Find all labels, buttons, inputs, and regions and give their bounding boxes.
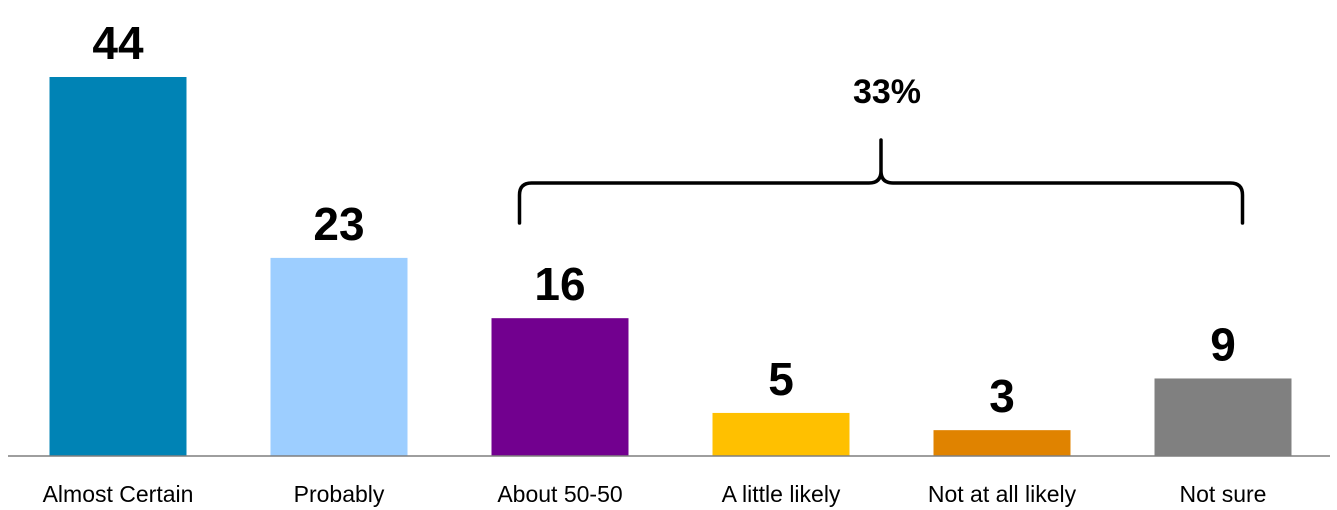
category-label: Probably (294, 481, 385, 507)
category-labels-group: Almost Certain Probably About 50-50 A littl… (43, 481, 1267, 507)
bar-not-at-all-likely (933, 430, 1071, 456)
bar-almost-certain (49, 77, 187, 456)
bar-about-50-50 (491, 318, 629, 456)
data-label: 16 (534, 258, 585, 310)
bars-group (49, 77, 1292, 456)
bracket-annotation (517, 138, 1245, 225)
data-label: 5 (768, 353, 794, 405)
category-label: Not sure (1180, 481, 1267, 507)
bar-not-sure (1154, 378, 1292, 456)
category-label: A little likely (722, 481, 841, 507)
category-label: Not at all likely (928, 481, 1077, 507)
bar-a-little-likely (712, 412, 850, 456)
category-label: About 50-50 (497, 481, 622, 507)
data-label: 9 (1210, 318, 1236, 370)
value-labels-group: 44 23 16 5 3 9 (92, 17, 1235, 422)
bracket-annotation-label: 33% (853, 73, 921, 111)
data-label: 23 (313, 198, 364, 250)
category-label: Almost Certain (43, 481, 194, 507)
data-label: 44 (92, 17, 144, 69)
data-label: 3 (989, 370, 1015, 422)
bar-probably (270, 257, 408, 456)
